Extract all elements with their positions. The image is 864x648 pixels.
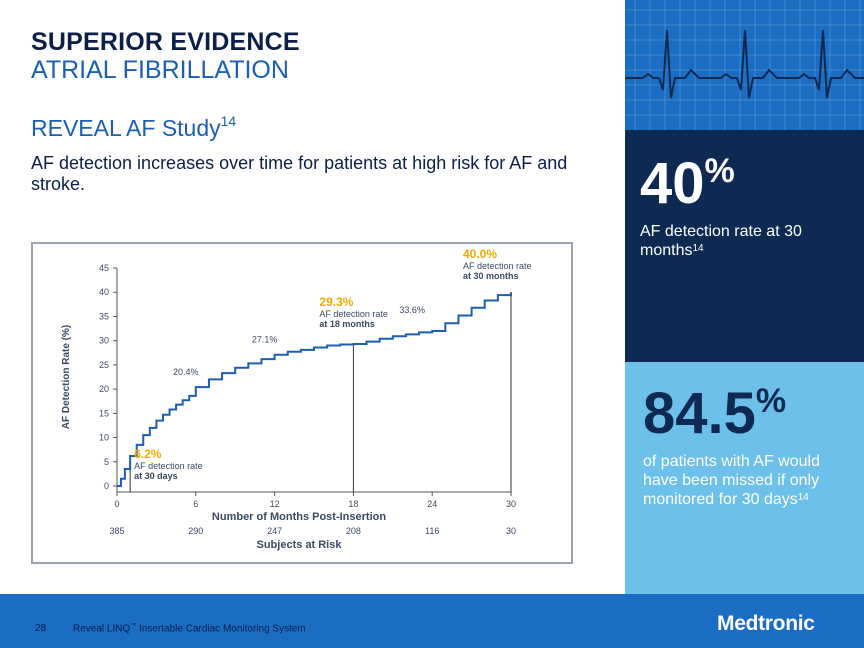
af-detection-series-line: [117, 292, 512, 487]
y-tick-label: 25: [99, 360, 109, 370]
stat1-reference: 14: [692, 243, 704, 254]
annotation-subtext: at 18 months: [319, 319, 375, 329]
x-tick-label: 30: [506, 499, 516, 509]
slide-subtitle: ATRIAL FIBRILLATION: [31, 56, 289, 84]
product-footnote: Reveal LINQ™ Insertable Cardiac Monitori…: [73, 623, 306, 634]
product-name-rest: Insertable Cardiac Monitoring System: [136, 623, 306, 635]
stat1-value: 40: [640, 151, 705, 216]
annotation-value: 27.1%: [252, 335, 278, 345]
x-axis-label: Number of Months Post-Insertion: [212, 511, 386, 523]
medtronic-logo: Medtronic: [717, 612, 815, 635]
annotation-value-highlight: 29.3%: [319, 295, 353, 309]
y-axis-label: AF Detection Rate (%): [61, 325, 72, 429]
stat2-label: of patients with AF would have been miss…: [643, 452, 853, 509]
study-label: REVEAL AF Study: [31, 115, 221, 141]
subjects-at-risk-title: Subjects at Risk: [257, 539, 343, 551]
x-tick-label: 18: [348, 499, 358, 509]
x-tick-label: 24: [427, 499, 437, 509]
annotation-text: AF detection rate: [134, 461, 203, 471]
stat-panel-dark: [625, 130, 864, 362]
subjects-at-risk-value: 116: [425, 526, 439, 536]
stat2-value: 84.5: [643, 381, 756, 446]
annotation-subtext: at 30 months: [463, 271, 519, 281]
page-number: 28: [35, 623, 47, 634]
x-tick-label: 0: [114, 499, 119, 509]
y-tick-label: 10: [99, 433, 109, 443]
stat-40-percent: 40%: [640, 150, 735, 217]
x-tick-label: 6: [193, 499, 198, 509]
stat2-reference: 14: [797, 492, 809, 503]
stat1-label-text: AF detection rate at 30 months: [640, 223, 802, 259]
af-detection-chart: 0 5 10 15 20 25 30 35 40 45 0 6 12 18 24 30 Number of Mo…: [31, 242, 573, 564]
stat-84-5-percent: 84.5%: [643, 380, 786, 447]
x-tick-label: 12: [270, 499, 280, 509]
ecg-waveform-icon: [625, 0, 864, 130]
annotation-text: AF detection rate: [463, 261, 532, 271]
subjects-at-risk-value: 30: [506, 526, 516, 536]
subjects-at-risk-value: 385: [109, 526, 124, 536]
annotation-value-highlight: 6.2%: [134, 447, 162, 461]
ecg-banner: [625, 0, 864, 130]
study-reference: 14: [220, 113, 237, 129]
stat2-percent-sign: %: [755, 382, 787, 420]
study-heading: REVEAL AF Study14: [31, 113, 237, 142]
footer-bar: [0, 594, 625, 648]
y-tick-label: 20: [99, 384, 109, 394]
annotation-subtext: at 30 days: [134, 471, 178, 481]
stat2-label-text: of patients with AF would have been miss…: [643, 453, 820, 508]
stat-panel-light: [625, 362, 864, 594]
subjects-at-risk-value: 208: [346, 526, 361, 536]
product-name: Reveal LINQ: [73, 623, 131, 635]
y-tick-label: 35: [99, 311, 109, 321]
annotation-value-highlight: 40.0%: [463, 247, 497, 261]
subjects-at-risk-value: 247: [267, 526, 282, 536]
y-tick-label: 15: [99, 408, 109, 418]
subjects-at-risk-value: 290: [188, 526, 203, 536]
trademark-symbol: ™: [130, 623, 137, 629]
stat1-percent-sign: %: [704, 152, 735, 190]
y-tick-label: 30: [99, 336, 109, 346]
annotation-value: 33.6%: [399, 305, 425, 315]
annotation-value: 20.4%: [173, 367, 199, 377]
slide-title: SUPERIOR EVIDENCE: [31, 28, 300, 56]
brand-panel: [625, 594, 864, 648]
y-tick-label: 0: [104, 481, 109, 491]
chart-svg: 0 5 10 15 20 25 30 35 40 45 0 6 12 18 24 30 Number of Mo…: [61, 247, 532, 551]
stat1-label: AF detection rate at 30 months14: [640, 222, 850, 260]
study-description: AF detection increases over time for pat…: [31, 153, 568, 194]
y-tick-label: 40: [99, 287, 109, 297]
annotation-text: AF detection rate: [319, 309, 388, 319]
y-tick-label: 45: [99, 263, 109, 273]
y-tick-label: 5: [104, 457, 109, 467]
